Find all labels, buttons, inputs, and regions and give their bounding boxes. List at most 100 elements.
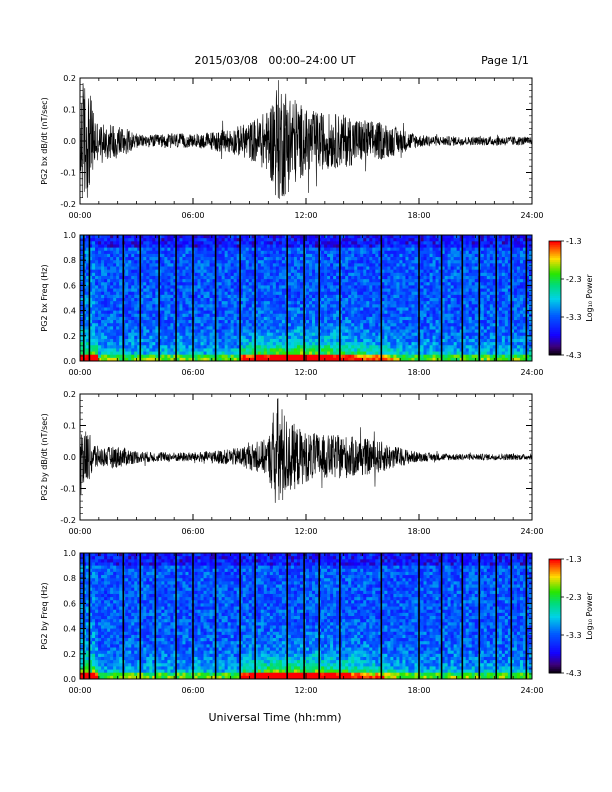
spectrogram-cell — [296, 257, 301, 261]
spectrogram-cell — [263, 326, 268, 330]
spectrogram-cell — [299, 294, 304, 299]
spectrogram-cell — [315, 320, 319, 324]
spectrogram-cell — [110, 348, 114, 352]
spectrogram-cell — [354, 282, 358, 286]
spectrogram-cell — [149, 357, 153, 362]
spectrogram-cell — [315, 329, 319, 334]
spectrogram-cell — [92, 275, 96, 280]
spectrogram-cell — [402, 354, 406, 359]
spectrogram-cell — [290, 357, 295, 362]
spectrogram-cell — [113, 307, 117, 311]
spectrogram-cell — [260, 310, 265, 315]
spectrogram-cell — [269, 323, 274, 327]
spectrogram-cell — [278, 348, 283, 352]
spectrogram-cell — [330, 260, 334, 264]
spectrogram-cell — [299, 307, 304, 311]
spectrogram-cell — [315, 291, 319, 296]
spectrogram-cell — [438, 253, 442, 258]
spectrogram-cell — [236, 304, 241, 308]
spectrogram-cell — [287, 266, 292, 271]
spectrogram-cell — [306, 329, 310, 334]
spectrogram-cell — [263, 294, 268, 299]
spectrogram-cell — [420, 351, 424, 356]
spectrogram-cell — [176, 279, 180, 283]
spectrogram-cell — [363, 247, 367, 252]
spectrogram-cell — [315, 323, 319, 327]
spectrogram-cell — [330, 298, 334, 302]
spectrogram-cell — [101, 301, 105, 305]
spectrogram-cell — [194, 320, 198, 324]
spectrogram-cell — [218, 338, 223, 343]
spectrogram-cell — [378, 332, 382, 337]
spectrogram-cell — [390, 329, 394, 334]
spectrogram-cell — [266, 342, 271, 346]
spectrogram-cell — [420, 301, 424, 305]
spectrogram-cell — [107, 323, 111, 327]
spectrogram-cell — [176, 291, 180, 296]
spectrogram-cell — [188, 357, 192, 362]
spectrogram-cell — [197, 313, 201, 318]
spectrogram-cell — [233, 279, 238, 283]
spectrogram-cell — [290, 332, 295, 337]
spectrogram-cell — [306, 272, 310, 277]
spectrogram-cell — [173, 275, 177, 280]
spectrogram-cell — [321, 250, 325, 255]
spectrogram-cell — [98, 316, 102, 321]
spectrogram-cell — [254, 307, 259, 311]
spectrogram-cell — [299, 345, 304, 349]
spectrogram-cell — [239, 241, 244, 245]
spectrogram-cell — [182, 288, 186, 293]
spectrogram-cell — [312, 275, 316, 280]
spectrogram-cell — [257, 279, 262, 283]
spectrogram-cell — [110, 253, 114, 258]
spectrogram-cell — [414, 357, 418, 362]
spectrogram-cell — [444, 253, 449, 258]
spectrogram-cell — [381, 354, 385, 359]
spectrogram-cell — [390, 288, 394, 293]
spectrogram-cell — [336, 348, 340, 352]
spectrogram-cell — [372, 348, 376, 352]
spectrogram-cell — [218, 304, 223, 308]
spectrogram-cell — [278, 320, 283, 324]
spectrogram-cell — [104, 348, 108, 352]
spectrogram-cell — [369, 316, 373, 321]
spectrogram-cell — [116, 335, 120, 340]
spectrogram-cell — [182, 260, 186, 264]
spectrogram-cell — [104, 291, 108, 296]
spectrogram-cell — [146, 338, 150, 343]
spectrogram-cell — [257, 310, 262, 315]
spectrogram-cell — [209, 272, 213, 277]
spectrogram-cell — [390, 298, 394, 302]
spectrogram-cell — [170, 235, 174, 239]
spectrogram-cell — [375, 294, 379, 299]
spectrogram-cell — [104, 326, 108, 330]
spectrogram-cell — [275, 260, 280, 264]
spectrogram-cell — [290, 282, 295, 286]
spectrogram-cell — [429, 238, 433, 242]
spectrogram-cell — [209, 285, 213, 289]
spectrogram-cell — [101, 250, 105, 255]
spectrogram-cell — [155, 247, 159, 252]
spectrogram-cell — [185, 257, 189, 261]
spectrogram-cell — [411, 326, 415, 330]
spectrogram-cell — [98, 335, 102, 340]
spectrogram-cell — [275, 263, 280, 267]
spectrogram-cell — [354, 294, 358, 299]
spectrogram-cell — [143, 348, 147, 352]
spectrogram-cell — [396, 241, 400, 245]
spectrogram-cell — [104, 313, 108, 318]
spectrogram-cell — [89, 294, 93, 299]
spectrogram-cell — [170, 269, 174, 274]
spectrogram-cell — [257, 241, 262, 245]
spectrogram-cell — [287, 260, 292, 264]
spectrogram-cell — [200, 291, 204, 296]
spectrogram-cell — [197, 275, 201, 280]
spectrogram-cell — [128, 310, 132, 315]
spectrogram-cell — [278, 250, 283, 255]
spectrogram-cell — [299, 301, 304, 305]
spectrogram-cell — [432, 257, 436, 261]
spectrogram-cell — [179, 307, 183, 311]
spectrogram-cell — [402, 247, 406, 252]
spectrogram-cell — [330, 285, 334, 289]
spectrogram-cell — [287, 313, 292, 318]
